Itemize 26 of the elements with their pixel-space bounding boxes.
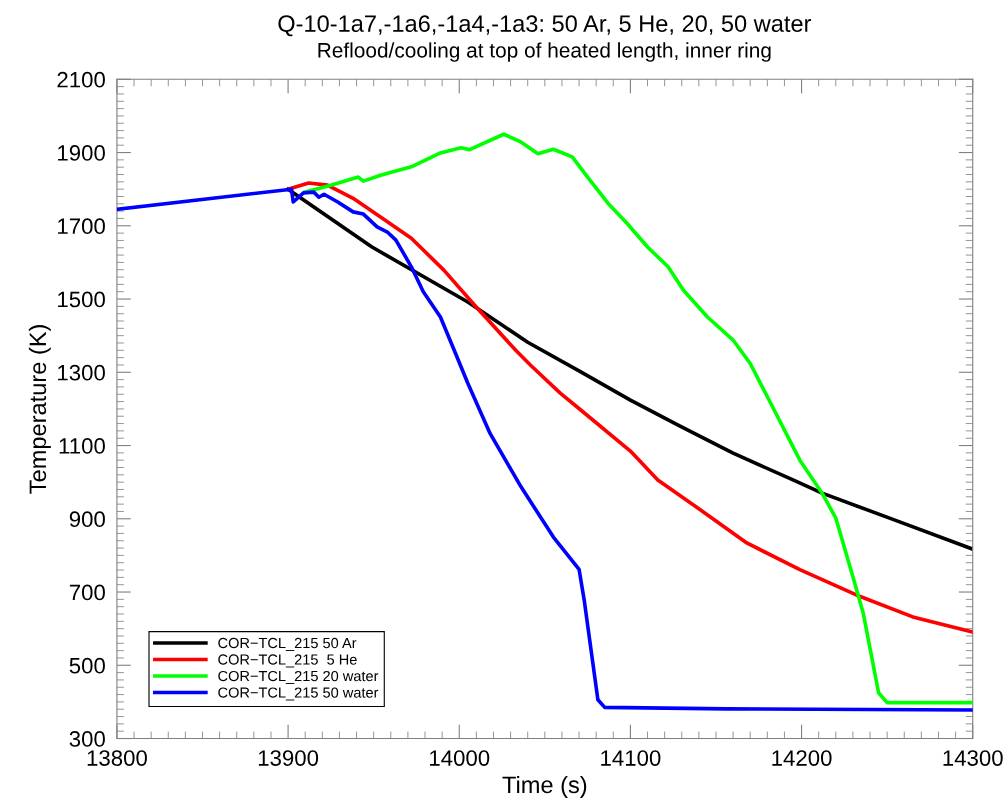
y-tick-label: 900 (69, 511, 105, 528)
y-tick-label: 2100 (57, 71, 105, 88)
y-axis-title: Temperature (K) (28, 325, 51, 494)
y-tick-label: 500 (69, 657, 105, 674)
y-tick-label: 1300 (58, 364, 105, 381)
legend-label: COR−TCL_215 50 water (218, 687, 379, 701)
y-tick-label: 1100 (59, 438, 105, 454)
x-tick-label: 13900 (258, 750, 319, 766)
line-series (286, 181, 973, 634)
y-tick-label: 1500 (58, 291, 105, 308)
chart-subtitle: Reflood/cooling at top of heated length, inner ring (318, 42, 771, 62)
y-tick-label: 1700 (58, 218, 105, 235)
legend-label: COR−TCL_215 20 water (218, 670, 379, 684)
y-tick-label: 1900 (58, 145, 105, 161)
x-tick-label: 14000 (430, 750, 490, 766)
y-tick-label: 700 (69, 584, 105, 601)
x-tick-label: 13800 (87, 750, 147, 766)
x-axis-title: Time (s) (502, 775, 587, 798)
x-tick-label: 14300 (943, 750, 1003, 766)
chart-title: Q-10-1a7,-1a6,-1a4,-1a3: 50 Ar, 5 He, 20, 50 water (278, 15, 812, 37)
legend-label: COR−TCL_215 50 Ar (218, 637, 357, 651)
legend-label: COR−TCL_215 5 He (218, 654, 357, 668)
x-tick-label: 14200 (772, 750, 832, 766)
line-series (116, 187, 973, 712)
y-tick-label: 300 (69, 731, 105, 747)
x-tick-label: 14100 (601, 750, 661, 766)
